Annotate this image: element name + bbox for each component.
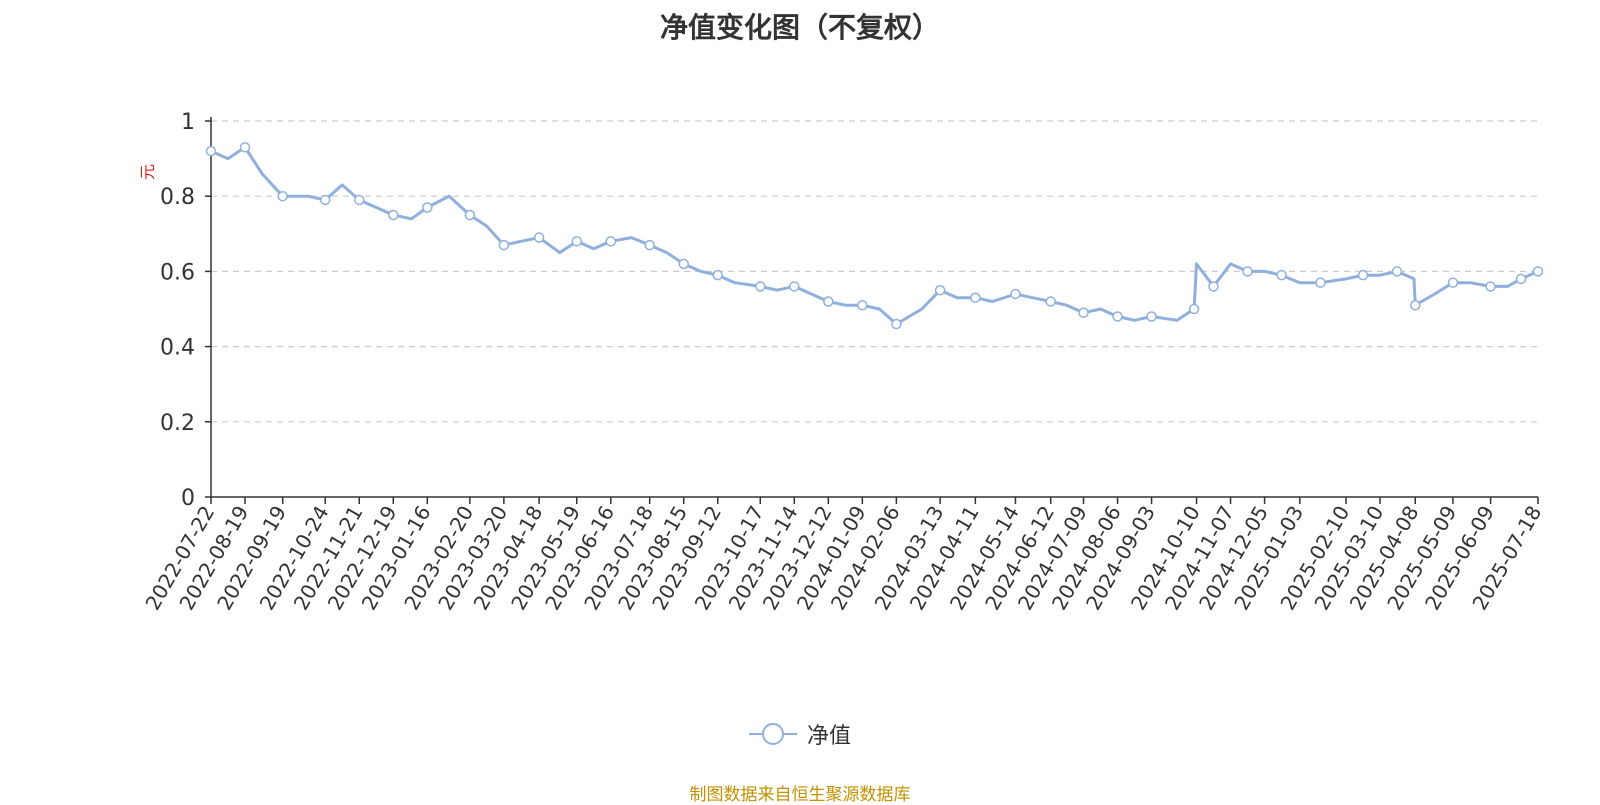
data-point xyxy=(1357,269,1369,281)
data-point xyxy=(1532,266,1544,277)
y-tick-label: 0 xyxy=(181,486,195,511)
series-line xyxy=(210,145,1539,326)
data-point xyxy=(1485,281,1496,292)
legend-label: 净值 xyxy=(806,724,851,749)
data-point xyxy=(571,236,583,247)
data-point xyxy=(605,236,617,247)
data-point xyxy=(239,142,251,153)
y-tick-label: 0.4 xyxy=(160,336,195,361)
source-note: 制图数据来自恒生聚源数据库 xyxy=(689,785,911,805)
data-point xyxy=(533,232,545,243)
axes: 00.20.40.60.812022-07-222022-08-192022-0… xyxy=(140,110,1546,614)
data-point xyxy=(1276,269,1287,281)
data-point xyxy=(1010,288,1021,300)
data-point xyxy=(1112,311,1123,322)
grid-lines xyxy=(211,120,1538,423)
data-point xyxy=(1315,277,1326,288)
data-point xyxy=(319,194,331,206)
data-point xyxy=(712,269,723,281)
data-point xyxy=(1242,266,1253,277)
data-point xyxy=(1391,266,1403,277)
data-point xyxy=(1146,311,1157,322)
chart-title: 净值变化图（不复权） xyxy=(659,11,940,44)
data-point xyxy=(1188,303,1200,315)
data-point xyxy=(857,299,868,311)
data-point xyxy=(1447,277,1459,288)
data-point xyxy=(1078,307,1089,319)
y-tick-label: 0.6 xyxy=(160,260,195,285)
series-layer xyxy=(205,142,1544,330)
data-point xyxy=(1515,273,1527,285)
legend[interactable]: 净值 xyxy=(0,718,1600,750)
data-point xyxy=(388,209,399,221)
y-tick-label: 1 xyxy=(181,110,195,135)
data-point xyxy=(277,190,288,202)
data-point xyxy=(970,292,981,303)
data-point xyxy=(789,281,800,292)
data-point xyxy=(644,239,655,251)
data-point xyxy=(1208,281,1219,292)
data-point xyxy=(464,209,476,221)
legend-line-circle-icon xyxy=(748,723,797,745)
data-point xyxy=(678,258,689,270)
y-tick-label: 0.2 xyxy=(160,411,195,436)
data-point xyxy=(891,318,902,330)
data-point xyxy=(422,202,433,213)
y-tick-label: 0.8 xyxy=(160,185,195,210)
data-point xyxy=(1410,299,1421,311)
plot-area: 00.20.40.60.812022-07-222022-08-192022-0… xyxy=(140,110,1546,614)
data-point xyxy=(1045,296,1056,307)
data-point xyxy=(934,284,946,296)
data-point xyxy=(205,145,217,157)
data-point xyxy=(823,296,834,307)
data-point xyxy=(354,194,365,206)
data-point xyxy=(498,239,510,251)
data-point xyxy=(755,281,766,292)
